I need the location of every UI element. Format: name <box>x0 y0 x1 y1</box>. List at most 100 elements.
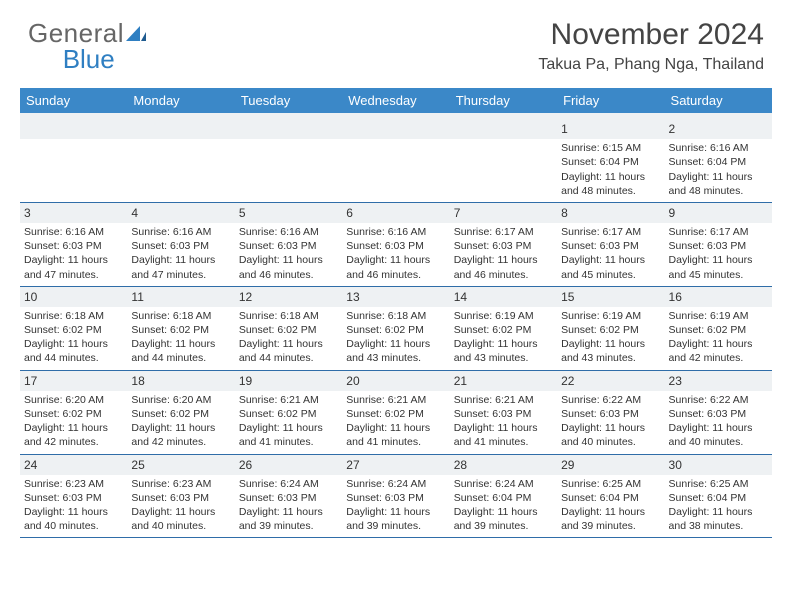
calendar-week-row: 24Sunrise: 6:23 AMSunset: 6:03 PMDayligh… <box>20 454 772 538</box>
day-info: Sunrise: 6:16 AMSunset: 6:03 PMDaylight:… <box>346 225 445 282</box>
day-info: Sunrise: 6:21 AMSunset: 6:03 PMDaylight:… <box>454 393 553 450</box>
calendar-day-cell: 27Sunrise: 6:24 AMSunset: 6:03 PMDayligh… <box>342 454 449 538</box>
weekday-header: Monday <box>127 88 234 113</box>
day-number: 13 <box>342 287 449 307</box>
calendar-table: Sunday Monday Tuesday Wednesday Thursday… <box>20 88 772 538</box>
day-info: Sunrise: 6:20 AMSunset: 6:02 PMDaylight:… <box>131 393 230 450</box>
calendar-day-cell: 16Sunrise: 6:19 AMSunset: 6:02 PMDayligh… <box>665 286 772 370</box>
day-number: 10 <box>20 287 127 307</box>
day-info: Sunrise: 6:23 AMSunset: 6:03 PMDaylight:… <box>24 477 123 534</box>
day-number: 8 <box>557 203 664 223</box>
day-info: Sunrise: 6:21 AMSunset: 6:02 PMDaylight:… <box>346 393 445 450</box>
calendar-day-cell <box>20 119 127 202</box>
day-number: 14 <box>450 287 557 307</box>
day-number: 18 <box>127 371 234 391</box>
day-number: 5 <box>235 203 342 223</box>
day-number: 24 <box>20 455 127 475</box>
calendar-day-cell: 4Sunrise: 6:16 AMSunset: 6:03 PMDaylight… <box>127 202 234 286</box>
day-info: Sunrise: 6:24 AMSunset: 6:04 PMDaylight:… <box>454 477 553 534</box>
weekday-header: Tuesday <box>235 88 342 113</box>
calendar-day-cell: 7Sunrise: 6:17 AMSunset: 6:03 PMDaylight… <box>450 202 557 286</box>
logo-text-blue: Blue <box>63 44 115 74</box>
day-info: Sunrise: 6:19 AMSunset: 6:02 PMDaylight:… <box>561 309 660 366</box>
calendar-day-cell: 8Sunrise: 6:17 AMSunset: 6:03 PMDaylight… <box>557 202 664 286</box>
day-info: Sunrise: 6:18 AMSunset: 6:02 PMDaylight:… <box>239 309 338 366</box>
weekday-header: Sunday <box>20 88 127 113</box>
day-info: Sunrise: 6:21 AMSunset: 6:02 PMDaylight:… <box>239 393 338 450</box>
calendar-day-cell: 12Sunrise: 6:18 AMSunset: 6:02 PMDayligh… <box>235 286 342 370</box>
calendar-week-row: 1Sunrise: 6:15 AMSunset: 6:04 PMDaylight… <box>20 119 772 202</box>
day-number: 6 <box>342 203 449 223</box>
title-block: November 2024 Takua Pa, Phang Nga, Thail… <box>538 18 764 74</box>
calendar-day-cell: 18Sunrise: 6:20 AMSunset: 6:02 PMDayligh… <box>127 370 234 454</box>
calendar-day-cell: 5Sunrise: 6:16 AMSunset: 6:03 PMDaylight… <box>235 202 342 286</box>
weekday-header: Thursday <box>450 88 557 113</box>
day-number-empty <box>342 119 449 139</box>
day-number-empty <box>450 119 557 139</box>
day-number: 2 <box>665 119 772 139</box>
calendar-day-cell: 13Sunrise: 6:18 AMSunset: 6:02 PMDayligh… <box>342 286 449 370</box>
header: General November 2024 Takua Pa, Phang Ng… <box>0 0 792 82</box>
calendar-day-cell: 24Sunrise: 6:23 AMSunset: 6:03 PMDayligh… <box>20 454 127 538</box>
day-number: 19 <box>235 371 342 391</box>
day-info: Sunrise: 6:25 AMSunset: 6:04 PMDaylight:… <box>561 477 660 534</box>
day-number: 23 <box>665 371 772 391</box>
day-info: Sunrise: 6:20 AMSunset: 6:02 PMDaylight:… <box>24 393 123 450</box>
calendar-day-cell: 22Sunrise: 6:22 AMSunset: 6:03 PMDayligh… <box>557 370 664 454</box>
location-text: Takua Pa, Phang Nga, Thailand <box>538 56 764 74</box>
day-number: 21 <box>450 371 557 391</box>
day-info: Sunrise: 6:24 AMSunset: 6:03 PMDaylight:… <box>346 477 445 534</box>
day-info: Sunrise: 6:22 AMSunset: 6:03 PMDaylight:… <box>561 393 660 450</box>
day-info: Sunrise: 6:17 AMSunset: 6:03 PMDaylight:… <box>561 225 660 282</box>
day-number: 26 <box>235 455 342 475</box>
day-info: Sunrise: 6:16 AMSunset: 6:03 PMDaylight:… <box>24 225 123 282</box>
day-number: 7 <box>450 203 557 223</box>
day-info: Sunrise: 6:15 AMSunset: 6:04 PMDaylight:… <box>561 141 660 198</box>
calendar-day-cell: 30Sunrise: 6:25 AMSunset: 6:04 PMDayligh… <box>665 454 772 538</box>
calendar-day-cell: 29Sunrise: 6:25 AMSunset: 6:04 PMDayligh… <box>557 454 664 538</box>
calendar-day-cell <box>235 119 342 202</box>
weekday-header-row: Sunday Monday Tuesday Wednesday Thursday… <box>20 88 772 113</box>
calendar-day-cell: 21Sunrise: 6:21 AMSunset: 6:03 PMDayligh… <box>450 370 557 454</box>
day-number: 15 <box>557 287 664 307</box>
day-number: 28 <box>450 455 557 475</box>
day-info: Sunrise: 6:19 AMSunset: 6:02 PMDaylight:… <box>454 309 553 366</box>
calendar-day-cell: 11Sunrise: 6:18 AMSunset: 6:02 PMDayligh… <box>127 286 234 370</box>
day-number: 4 <box>127 203 234 223</box>
day-info: Sunrise: 6:16 AMSunset: 6:03 PMDaylight:… <box>131 225 230 282</box>
day-number-empty <box>20 119 127 139</box>
day-number: 27 <box>342 455 449 475</box>
calendar-day-cell: 9Sunrise: 6:17 AMSunset: 6:03 PMDaylight… <box>665 202 772 286</box>
calendar-week-row: 17Sunrise: 6:20 AMSunset: 6:02 PMDayligh… <box>20 370 772 454</box>
day-number: 11 <box>127 287 234 307</box>
day-info: Sunrise: 6:18 AMSunset: 6:02 PMDaylight:… <box>131 309 230 366</box>
weekday-header: Wednesday <box>342 88 449 113</box>
day-number: 16 <box>665 287 772 307</box>
day-info: Sunrise: 6:17 AMSunset: 6:03 PMDaylight:… <box>454 225 553 282</box>
day-info: Sunrise: 6:17 AMSunset: 6:03 PMDaylight:… <box>669 225 768 282</box>
calendar-day-cell: 3Sunrise: 6:16 AMSunset: 6:03 PMDaylight… <box>20 202 127 286</box>
day-info: Sunrise: 6:25 AMSunset: 6:04 PMDaylight:… <box>669 477 768 534</box>
day-number-empty <box>127 119 234 139</box>
day-number: 17 <box>20 371 127 391</box>
day-number: 25 <box>127 455 234 475</box>
calendar-day-cell: 14Sunrise: 6:19 AMSunset: 6:02 PMDayligh… <box>450 286 557 370</box>
logo-blue-row: GeBlue <box>28 44 115 75</box>
calendar-day-cell: 15Sunrise: 6:19 AMSunset: 6:02 PMDayligh… <box>557 286 664 370</box>
calendar-day-cell <box>127 119 234 202</box>
weekday-header: Saturday <box>665 88 772 113</box>
weekday-header: Friday <box>557 88 664 113</box>
day-number: 22 <box>557 371 664 391</box>
calendar-day-cell: 6Sunrise: 6:16 AMSunset: 6:03 PMDaylight… <box>342 202 449 286</box>
calendar-day-cell: 28Sunrise: 6:24 AMSunset: 6:04 PMDayligh… <box>450 454 557 538</box>
day-number: 20 <box>342 371 449 391</box>
day-number-empty <box>235 119 342 139</box>
day-info: Sunrise: 6:24 AMSunset: 6:03 PMDaylight:… <box>239 477 338 534</box>
calendar-day-cell <box>342 119 449 202</box>
calendar-day-cell: 26Sunrise: 6:24 AMSunset: 6:03 PMDayligh… <box>235 454 342 538</box>
day-info: Sunrise: 6:23 AMSunset: 6:03 PMDaylight:… <box>131 477 230 534</box>
day-number: 1 <box>557 119 664 139</box>
day-number: 3 <box>20 203 127 223</box>
calendar-week-row: 10Sunrise: 6:18 AMSunset: 6:02 PMDayligh… <box>20 286 772 370</box>
calendar-day-cell: 2Sunrise: 6:16 AMSunset: 6:04 PMDaylight… <box>665 119 772 202</box>
